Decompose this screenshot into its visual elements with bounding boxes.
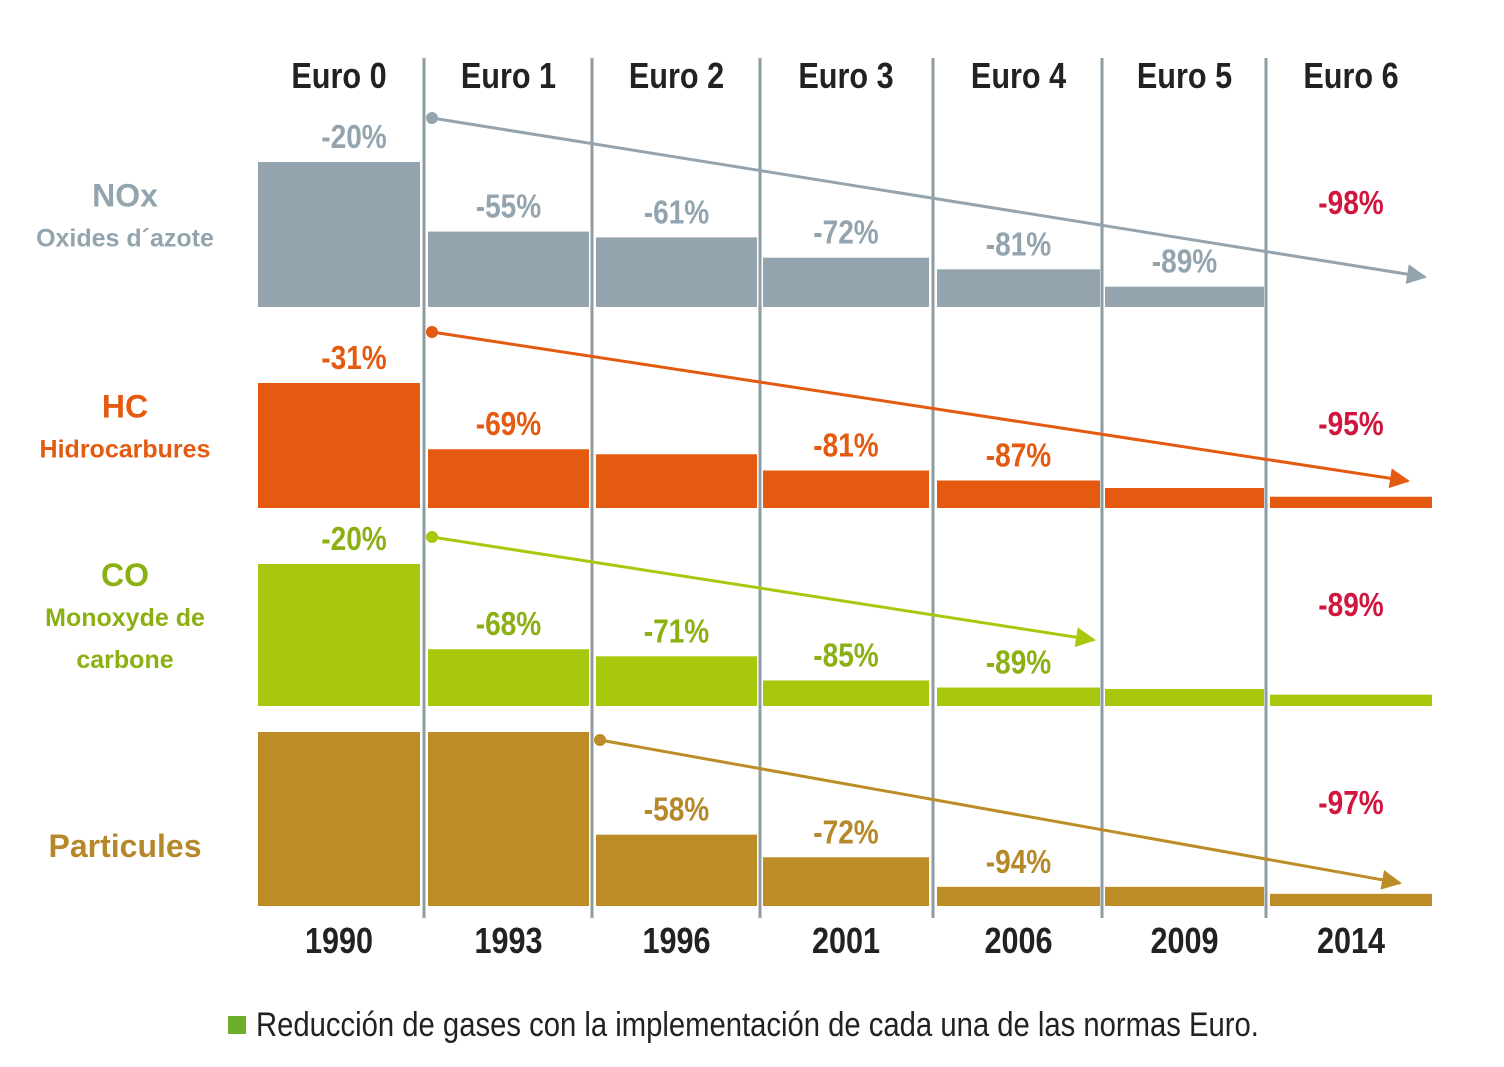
column-header-euro-1: Euro 1 xyxy=(461,57,556,97)
value-label-nox-euro-6: -98% xyxy=(1318,185,1383,222)
value-label-hc-euro-1: -69% xyxy=(476,406,541,443)
value-label-nox-euro-0: -20% xyxy=(321,119,386,156)
value-label-co-euro-4: -89% xyxy=(986,644,1051,681)
bar-hc-euro-4 xyxy=(937,480,1100,508)
bar-nox-euro-2 xyxy=(596,237,757,307)
column-header-euro-6: Euro 6 xyxy=(1303,57,1398,97)
legend-swatch xyxy=(228,1016,246,1034)
bar-co-euro-2 xyxy=(596,656,757,706)
value-label-nox-euro-4: -81% xyxy=(986,226,1051,263)
value-label-particules-euro-2: -58% xyxy=(644,792,709,829)
value-label-nox-euro-3: -72% xyxy=(813,215,878,252)
bar-co-euro-3 xyxy=(763,680,929,706)
series-subtitle-co: Monoxyde de xyxy=(45,604,205,632)
bar-co-euro-1 xyxy=(428,649,589,706)
year-label-2009: 2009 xyxy=(1150,922,1218,962)
value-label-co-euro-1: -68% xyxy=(476,606,541,643)
bar-hc-euro-2 xyxy=(596,454,757,508)
value-label-hc-euro-4: -87% xyxy=(986,437,1051,474)
value-label-particules-euro-4: -94% xyxy=(986,844,1051,881)
bar-hc-euro-3 xyxy=(763,470,929,508)
column-header-euro-3: Euro 3 xyxy=(798,57,893,97)
series-subtitle-nox: Oxides d´azote xyxy=(36,225,214,253)
series-name-co: CO xyxy=(101,557,149,593)
year-label-2014: 2014 xyxy=(1317,922,1385,962)
value-label-particules-euro-6: -97% xyxy=(1318,785,1383,822)
legend: Reducción de gases con la implementación… xyxy=(228,1003,1422,1047)
trend-arrow-start-nox xyxy=(426,112,438,124)
value-label-nox-euro-5: -89% xyxy=(1152,244,1217,281)
trend-arrow-hc xyxy=(431,330,1410,489)
value-label-hc-euro-6: -95% xyxy=(1318,406,1383,443)
column-header-euro-4: Euro 4 xyxy=(971,57,1067,97)
value-label-co-euro-6: -89% xyxy=(1318,587,1383,624)
column-header-euro-2: Euro 2 xyxy=(629,57,724,97)
bar-particules-euro-1 xyxy=(428,732,589,906)
column-header-euro-5: Euro 5 xyxy=(1137,57,1232,97)
value-label-co-euro-0: -20% xyxy=(321,521,386,558)
bar-particules-euro-4 xyxy=(937,886,1100,906)
bar-hc-euro-6 xyxy=(1270,496,1432,508)
bar-nox-euro-0 xyxy=(258,162,420,307)
bar-co-euro-6 xyxy=(1270,694,1432,706)
bar-nox-euro-5 xyxy=(1105,286,1264,307)
value-label-nox-euro-1: -55% xyxy=(476,189,541,226)
trend-arrow-nox xyxy=(431,116,1427,285)
trend-arrow-start-co xyxy=(426,531,438,543)
value-label-co-euro-3: -85% xyxy=(813,637,878,674)
bar-particules-euro-0 xyxy=(258,732,420,906)
year-label-1993: 1993 xyxy=(474,922,542,962)
bar-nox-euro-1 xyxy=(428,231,589,307)
trend-arrow-co xyxy=(431,535,1096,648)
bar-particules-euro-5 xyxy=(1105,886,1264,906)
series-subtitle-hc: Hidrocarbures xyxy=(40,436,211,464)
trend-arrow-start-particules xyxy=(594,734,606,746)
bar-co-euro-5 xyxy=(1105,688,1264,706)
value-label-co-euro-2: -71% xyxy=(644,613,709,650)
value-label-particules-euro-3: -72% xyxy=(813,814,878,851)
bar-co-euro-4 xyxy=(937,687,1100,706)
year-label-2006: 2006 xyxy=(984,922,1052,962)
bar-particules-euro-2 xyxy=(596,834,757,906)
year-label-1996: 1996 xyxy=(642,922,710,962)
bar-hc-euro-0 xyxy=(258,383,420,508)
legend-text: Reducción de gases con la implementación… xyxy=(256,1005,1259,1044)
bar-hc-euro-1 xyxy=(428,449,589,508)
value-label-hc-euro-3: -81% xyxy=(813,427,878,464)
year-label-1990: 1990 xyxy=(305,922,373,962)
bar-nox-euro-4 xyxy=(937,269,1100,307)
value-label-nox-euro-2: -61% xyxy=(644,194,709,231)
bar-hc-euro-5 xyxy=(1105,488,1264,508)
series-name-hc: HC xyxy=(102,389,148,425)
trend-arrow-start-hc xyxy=(426,326,438,338)
column-header-euro-0: Euro 0 xyxy=(291,57,386,97)
trend-arrow-particules xyxy=(599,738,1402,890)
bar-particules-euro-3 xyxy=(763,857,929,906)
bar-nox-euro-3 xyxy=(763,257,929,307)
series-name-particules: Particules xyxy=(49,828,202,864)
series-name-nox: NOx xyxy=(92,178,158,214)
bar-co-euro-0 xyxy=(258,564,420,706)
series-subtitle-co: carbone xyxy=(76,646,173,674)
year-label-2001: 2001 xyxy=(812,922,880,962)
value-label-hc-euro-0: -31% xyxy=(321,340,386,377)
bar-particules-euro-6 xyxy=(1270,893,1432,906)
